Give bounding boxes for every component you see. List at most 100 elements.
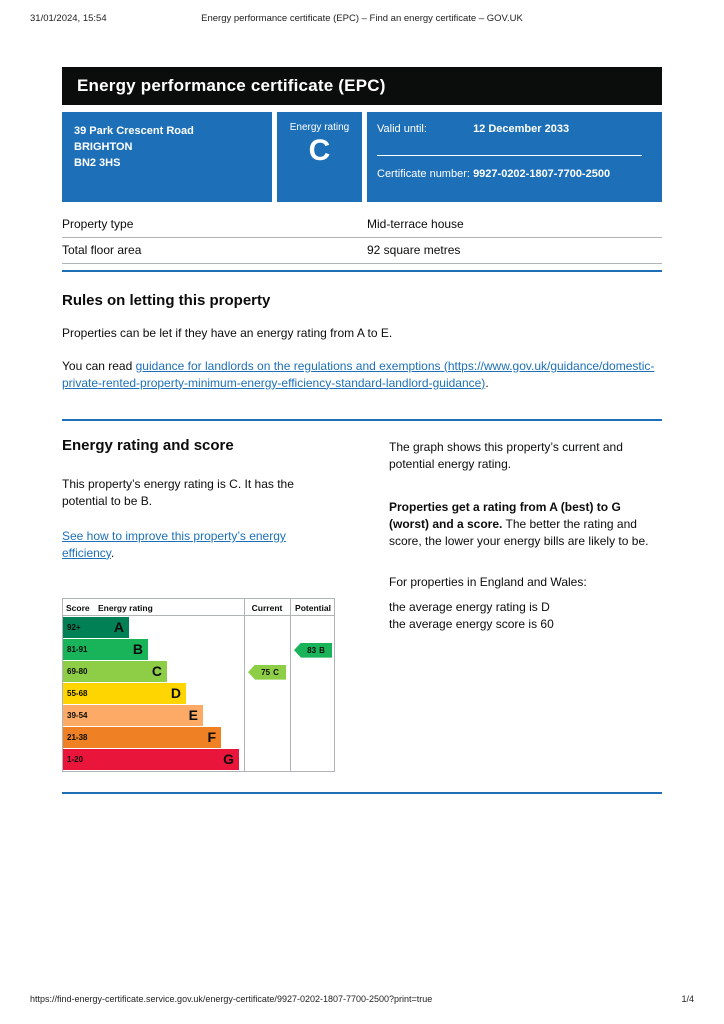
graph-description-1: The graph shows this property’s current … — [389, 440, 623, 472]
band-score: 81-91 — [67, 644, 88, 654]
print-footer-url: https://find-energy-certificate.service.… — [30, 994, 433, 1004]
row-label: Total floor area — [62, 243, 142, 257]
band-letter: E — [188, 707, 198, 724]
rules-section: Rules on letting this property Propertie… — [62, 292, 662, 391]
certificate-number-row: Certificate number: 9927-0202-1807-7700-… — [377, 168, 642, 180]
improve-link-suffix: . — [110, 545, 115, 560]
print-doc-title: Energy performance certificate (EPC) – F… — [201, 13, 523, 24]
band-letter: C — [151, 663, 162, 680]
band-row-f: 21-38 F — [63, 726, 334, 749]
rules-p2-suffix: . — [485, 375, 489, 390]
band-letter: D — [170, 685, 181, 702]
potential-rating-marker: 83 B — [294, 642, 332, 658]
graph-description-2-bold: Properties get a rating from A (best) to… — [389, 499, 621, 531]
table-row-floor-area: Total floor area 92 square metres — [62, 238, 662, 264]
page-content: Energy performance certificate (EPC) 39 … — [62, 67, 662, 794]
rules-heading: Rules on letting this property — [62, 292, 271, 309]
column-header-energy-rating: Energy rating — [98, 602, 153, 613]
guidance-link-url: (https://www.gov.uk/guidance/domestic-pr… — [62, 358, 655, 390]
band-score: 69-80 — [67, 666, 88, 676]
property-address: 39 Park Crescent Road BRIGHTON BN2 3HS — [62, 112, 272, 202]
validity-divider — [377, 155, 642, 156]
epc-band-e: 39-54 E — [63, 704, 203, 726]
address-line-3: BN2 3HS — [74, 156, 121, 169]
valid-until-value: 12 December 2033 — [473, 123, 570, 135]
band-letter: A — [113, 619, 124, 636]
potential-column-divider — [290, 598, 291, 771]
rating-summary-text: This property’s energy rating is C. It h… — [62, 477, 294, 509]
rating-and-score-section: Energy rating and score This property’s … — [62, 437, 662, 772]
rules-paragraph-2: You can read guidance for landlords on t… — [62, 358, 662, 392]
band-row-a: 92+ A — [63, 616, 334, 639]
band-row-g: 1-20 G — [63, 748, 334, 771]
rating-score-column: Energy rating and score This property’s … — [62, 437, 335, 772]
band-row-b: 81-91 B — [63, 638, 334, 661]
print-footer: https://find-energy-certificate.service.… — [30, 994, 694, 1004]
epc-band-c: 69-80 C — [63, 660, 167, 682]
landlord-guidance-link[interactable]: guidance for landlords on the regulation… — [62, 359, 654, 390]
address-line-1: 39 Park Crescent Road — [74, 125, 194, 137]
band-score: 92+ — [67, 622, 81, 632]
rating-section-heading: Energy rating and score — [62, 437, 234, 455]
epc-rating-chart: Score Energy rating Current Potential 92… — [62, 597, 335, 772]
row-value: Mid-terrace house — [367, 217, 464, 231]
potential-letter: B — [319, 645, 325, 655]
potential-score: 83 — [307, 645, 317, 655]
average-rating-line: the average energy rating is D — [389, 600, 550, 615]
graph-description-2-rest: The better the rating and score, the low… — [389, 516, 649, 548]
property-details-table: Property type Mid-terrace house Total fl… — [62, 212, 662, 264]
band-score: 39-54 — [67, 710, 88, 720]
address-line-2: BRIGHTON — [74, 140, 133, 153]
current-column-divider — [244, 598, 245, 771]
band-letter: F — [207, 729, 216, 746]
england-wales-intro: For properties in England and Wales: — [389, 575, 587, 590]
page-title: Energy performance certificate (EPC) — [77, 76, 386, 95]
column-header-score: Score — [66, 602, 90, 613]
epc-band-a: 92+ A — [63, 616, 129, 638]
valid-until-label: Valid until: — [377, 123, 427, 135]
row-value: 92 square metres — [367, 243, 461, 257]
print-page-indicator: 1/4 — [681, 994, 694, 1004]
band-row-c: 69-80 C — [63, 660, 334, 683]
improve-efficiency-link[interactable]: See how to improve this property’s energ… — [62, 528, 286, 560]
rules-paragraph-1: Properties can be let if they have an en… — [62, 326, 393, 340]
certificate-summary-banner: 39 Park Crescent Road BRIGHTON BN2 3HS E… — [62, 112, 662, 202]
row-label: Property type — [62, 217, 134, 231]
chart-body: 92+ A 81-91 B 69-80 — [63, 616, 334, 771]
band-score: 21-38 — [67, 732, 88, 742]
column-header-potential: Potential — [295, 602, 331, 613]
epc-band-d: 55-68 D — [63, 682, 186, 704]
epc-band-b: 81-91 B — [63, 638, 148, 660]
current-score: 75 — [261, 667, 271, 677]
energy-rating-box: Energy rating C — [277, 112, 362, 202]
band-row-d: 55-68 D — [63, 682, 334, 705]
improve-link-paragraph: See how to improve this property’s energ… — [62, 528, 335, 562]
section-divider — [62, 270, 662, 272]
average-rating-lines: the average energy rating is D the avera… — [389, 599, 662, 633]
average-score-line: the average energy score is 60 — [389, 616, 554, 631]
energy-rating-label: Energy rating — [289, 122, 350, 133]
band-score: 55-68 — [67, 688, 88, 698]
rules-p2-prefix: You can read — [62, 358, 136, 373]
band-letter: B — [132, 641, 143, 658]
page-title-banner: Energy performance certificate (EPC) — [62, 67, 662, 105]
certificate-number-label: Certificate number: — [377, 168, 470, 180]
energy-rating-value: C — [308, 134, 331, 167]
valid-until-row: Valid until: 12 December 2033 — [377, 123, 642, 135]
band-row-e: 39-54 E — [63, 704, 334, 727]
table-row-property-type: Property type Mid-terrace house — [62, 212, 662, 238]
current-rating-marker: 75 C — [248, 664, 286, 680]
band-score: 1-20 — [67, 754, 84, 764]
epc-band-f: 21-38 F — [63, 726, 221, 748]
guidance-link-text: guidance for landlords on the regulation… — [135, 358, 441, 373]
validity-box: Valid until: 12 December 2033 Certificat… — [367, 112, 662, 202]
print-header: 31/01/2024, 15:54 Energy performance cer… — [30, 13, 694, 24]
chart-header: Score Energy rating Current Potential — [63, 599, 334, 616]
band-letter: G — [223, 751, 234, 768]
section-divider — [62, 791, 662, 794]
graph-description-2: Properties get a rating from A (best) to… — [389, 499, 662, 549]
certificate-number-value: 9927-0202-1807-7700-2500 — [473, 168, 611, 180]
section-divider — [62, 419, 662, 422]
print-datetime: 31/01/2024, 15:54 — [30, 13, 107, 24]
